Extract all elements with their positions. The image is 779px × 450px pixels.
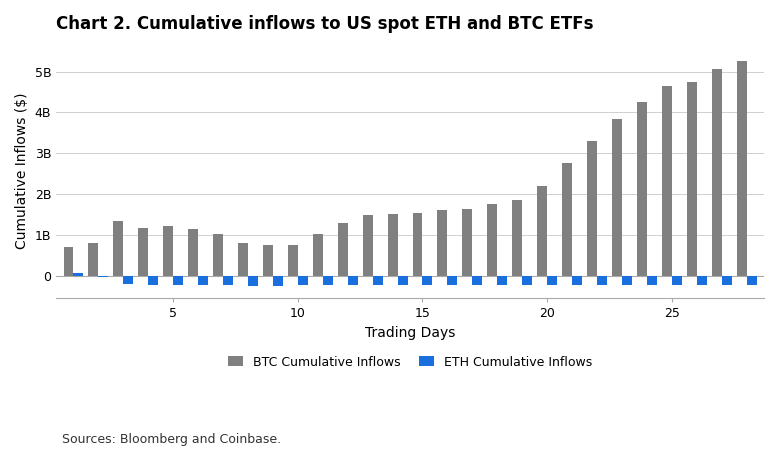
Bar bbox=[388, 214, 397, 276]
Bar bbox=[497, 276, 507, 285]
Bar bbox=[463, 209, 472, 276]
Bar bbox=[73, 273, 83, 276]
Bar bbox=[363, 216, 372, 276]
Bar bbox=[98, 276, 108, 277]
Bar bbox=[164, 226, 173, 276]
Bar bbox=[397, 276, 407, 285]
Bar bbox=[572, 276, 582, 285]
Bar bbox=[288, 245, 298, 276]
Bar bbox=[513, 200, 522, 276]
Bar bbox=[538, 186, 547, 276]
Bar bbox=[213, 234, 223, 276]
Bar bbox=[263, 245, 273, 276]
Bar bbox=[622, 276, 632, 285]
Bar bbox=[488, 204, 497, 276]
Bar bbox=[547, 276, 557, 285]
Bar bbox=[597, 276, 607, 285]
Bar bbox=[64, 248, 73, 276]
Bar bbox=[313, 234, 323, 276]
Bar bbox=[612, 118, 622, 276]
Bar bbox=[248, 276, 258, 286]
Bar bbox=[662, 86, 671, 276]
Bar bbox=[148, 276, 158, 285]
Bar bbox=[173, 276, 183, 285]
Bar bbox=[587, 141, 597, 276]
Bar bbox=[273, 276, 283, 286]
Bar bbox=[298, 276, 308, 285]
Bar bbox=[447, 276, 457, 285]
Bar bbox=[687, 82, 696, 276]
Bar bbox=[721, 276, 731, 285]
X-axis label: Trading Days: Trading Days bbox=[365, 326, 455, 340]
Bar bbox=[712, 69, 721, 276]
Legend: BTC Cumulative Inflows, ETH Cumulative Inflows: BTC Cumulative Inflows, ETH Cumulative I… bbox=[223, 351, 597, 374]
Bar bbox=[372, 276, 382, 285]
Bar bbox=[647, 276, 657, 285]
Bar bbox=[562, 163, 572, 276]
Bar bbox=[422, 276, 432, 285]
Bar bbox=[123, 276, 133, 284]
Bar bbox=[472, 276, 482, 285]
Bar bbox=[413, 212, 422, 276]
Bar bbox=[238, 243, 248, 276]
Bar bbox=[696, 276, 707, 285]
Bar bbox=[198, 276, 208, 285]
Bar bbox=[671, 276, 682, 285]
Y-axis label: Cumulative Inflows ($): Cumulative Inflows ($) bbox=[15, 92, 29, 249]
Bar bbox=[323, 276, 333, 285]
Bar bbox=[114, 220, 123, 276]
Bar bbox=[522, 276, 532, 285]
Bar bbox=[338, 223, 347, 276]
Bar bbox=[139, 228, 148, 276]
Bar bbox=[438, 211, 447, 276]
Bar bbox=[746, 276, 756, 285]
Bar bbox=[347, 276, 358, 285]
Bar bbox=[637, 102, 647, 276]
Bar bbox=[737, 61, 746, 276]
Bar bbox=[89, 243, 98, 276]
Text: Chart 2. Cumulative inflows to US spot ETH and BTC ETFs: Chart 2. Cumulative inflows to US spot E… bbox=[56, 15, 594, 33]
Bar bbox=[189, 229, 198, 276]
Bar bbox=[223, 276, 233, 285]
Text: Sources: Bloomberg and Coinbase.: Sources: Bloomberg and Coinbase. bbox=[62, 432, 281, 446]
